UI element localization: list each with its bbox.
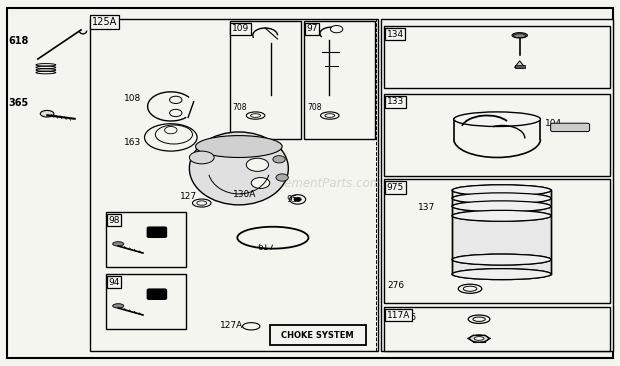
FancyBboxPatch shape [148,227,167,237]
Bar [270,325,366,345]
Text: 94: 94 [108,278,120,287]
FancyBboxPatch shape [551,123,590,132]
Ellipse shape [468,315,490,324]
Ellipse shape [512,33,528,38]
Ellipse shape [452,269,551,280]
Text: CHOKE SYSTEM: CHOKE SYSTEM [281,331,354,340]
Text: 618: 618 [9,36,29,46]
Text: 708: 708 [307,103,321,112]
Ellipse shape [463,286,477,291]
Text: 98: 98 [108,216,120,225]
Ellipse shape [195,135,282,157]
Text: 276: 276 [400,313,417,322]
Ellipse shape [473,317,485,321]
Circle shape [170,96,182,104]
Ellipse shape [237,227,309,249]
Circle shape [246,158,268,171]
Text: eReplacementParts.com: eReplacementParts.com [238,176,382,190]
Text: 104: 104 [545,119,562,128]
Text: 134: 134 [387,30,404,39]
Text: 617: 617 [257,243,275,252]
Ellipse shape [513,34,526,38]
Bar [106,212,186,267]
Text: 365: 365 [9,98,29,108]
Ellipse shape [452,210,551,221]
Ellipse shape [470,335,489,342]
Ellipse shape [113,304,124,308]
Bar [384,26,610,88]
Ellipse shape [458,284,482,293]
Text: 133: 133 [387,97,404,106]
Bar [106,274,186,329]
Ellipse shape [452,185,551,196]
Bar [91,19,378,351]
Ellipse shape [242,323,260,330]
Ellipse shape [454,112,541,127]
FancyBboxPatch shape [148,289,167,299]
Ellipse shape [452,193,551,204]
Ellipse shape [452,254,551,265]
Ellipse shape [144,124,197,151]
Bar [384,179,610,303]
Text: 108: 108 [125,94,141,103]
Ellipse shape [197,201,206,205]
Ellipse shape [452,201,551,212]
Circle shape [165,127,177,134]
Ellipse shape [452,269,551,280]
Ellipse shape [452,210,551,221]
Ellipse shape [189,151,214,164]
Text: 137: 137 [418,203,435,212]
Circle shape [170,109,182,117]
Ellipse shape [250,114,260,117]
Circle shape [273,156,285,163]
Ellipse shape [474,337,484,340]
Circle shape [330,26,343,33]
Bar [381,19,613,351]
Text: 127: 127 [180,191,197,201]
Ellipse shape [113,242,124,246]
Ellipse shape [325,114,335,117]
Ellipse shape [192,199,211,207]
Ellipse shape [321,112,339,119]
Bar [384,94,610,176]
Text: 708: 708 [232,103,247,112]
Text: 125A: 125A [92,17,118,27]
Ellipse shape [452,201,551,212]
Circle shape [290,195,306,204]
Circle shape [251,178,270,188]
Circle shape [276,174,288,181]
Text: 975: 975 [387,183,404,192]
Polygon shape [452,190,551,274]
Text: 276: 276 [388,281,404,290]
Ellipse shape [156,125,192,144]
Bar [384,307,610,351]
Text: 130A: 130A [232,190,256,199]
Bar [515,65,525,68]
Bar [229,21,301,139]
Ellipse shape [189,132,288,205]
Text: 127A: 127A [220,321,244,329]
Text: 95: 95 [286,195,298,204]
Ellipse shape [246,112,265,119]
Wedge shape [515,61,525,68]
Text: 97: 97 [306,25,318,33]
Text: 109: 109 [232,25,249,33]
Ellipse shape [246,231,300,244]
Ellipse shape [452,185,551,196]
Ellipse shape [452,193,551,204]
Ellipse shape [452,254,551,265]
Bar [304,21,375,139]
Text: 163: 163 [125,138,141,146]
Text: 117A: 117A [387,311,410,320]
Circle shape [294,197,301,202]
Ellipse shape [40,111,54,117]
Ellipse shape [246,325,256,328]
